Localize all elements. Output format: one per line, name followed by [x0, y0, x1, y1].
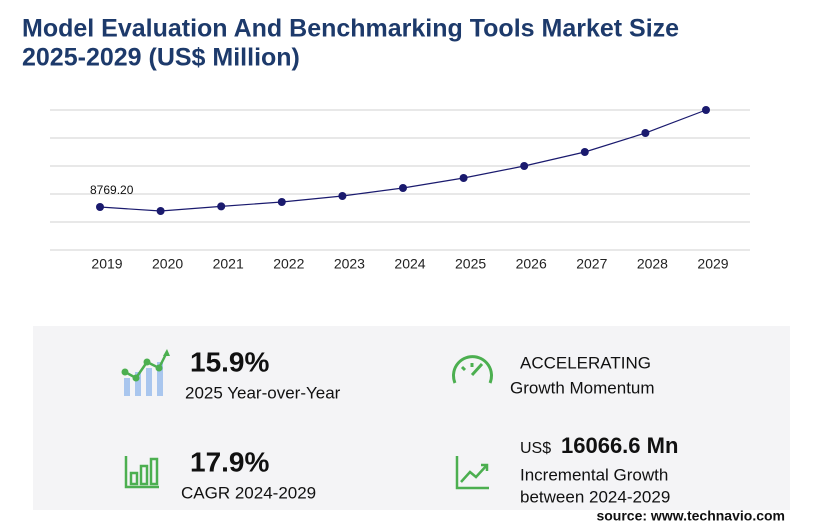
- x-tick-label: 2019: [91, 256, 122, 272]
- x-tick-label: 2021: [213, 256, 244, 272]
- line: [99, 109, 707, 212]
- point: [96, 203, 104, 212]
- yoy-value: 15.9%: [190, 346, 269, 377]
- point: [580, 148, 589, 156]
- chart-subtitle: 2025-2029 (US$ Million): [22, 44, 300, 72]
- yoy-icon: [121, 349, 170, 396]
- stats-panel: [33, 326, 790, 510]
- incremental-prefix: US$: [520, 440, 551, 457]
- cagr-value: 17.9%: [190, 446, 269, 477]
- point: [399, 184, 407, 192]
- momentum-icon: [452, 355, 493, 384]
- incremental-value: 16066.6 Mn: [561, 433, 678, 458]
- chart-title: Model Evaluation And Benchmarking Tools …: [22, 15, 679, 43]
- x-tick-label: 2028: [637, 256, 668, 272]
- point: [338, 192, 347, 200]
- cagr-label: CAGR 2024-2029: [181, 483, 316, 502]
- x-tick-label: 2024: [394, 256, 425, 272]
- point: [277, 198, 286, 206]
- incremental-label: between 2024-2029: [520, 487, 670, 506]
- momentum-title: ACCELERATING: [520, 353, 651, 372]
- data-label: 8769.20: [90, 183, 134, 197]
- point: [520, 162, 529, 170]
- incremental-label: Incremental Growth: [520, 465, 668, 484]
- x-tick-label: 2029: [697, 256, 728, 272]
- point: [641, 129, 650, 137]
- x-tick-label: 2027: [576, 256, 607, 272]
- momentum-label: Growth Momentum: [510, 378, 655, 397]
- point: [156, 207, 165, 215]
- yoy-label: 2025 Year-over-Year: [185, 383, 341, 402]
- x-tick-label: 2026: [516, 256, 547, 272]
- x-tick-label: 2022: [273, 256, 304, 272]
- incremental-icon: [455, 456, 489, 490]
- source: source: www.technavio.com: [596, 508, 785, 524]
- point: [217, 202, 226, 211]
- x-tick-label: 2023: [334, 256, 365, 272]
- point: [459, 174, 468, 182]
- x-tick-label: 2020: [152, 256, 183, 272]
- cagr-icon: [124, 456, 159, 489]
- plot: 2019 2020 2021 2022 2023 2024 2025 2026 2027 2028…: [50, 106, 750, 272]
- x-tick-label: 2025: [455, 256, 486, 272]
- point: [702, 106, 710, 114]
